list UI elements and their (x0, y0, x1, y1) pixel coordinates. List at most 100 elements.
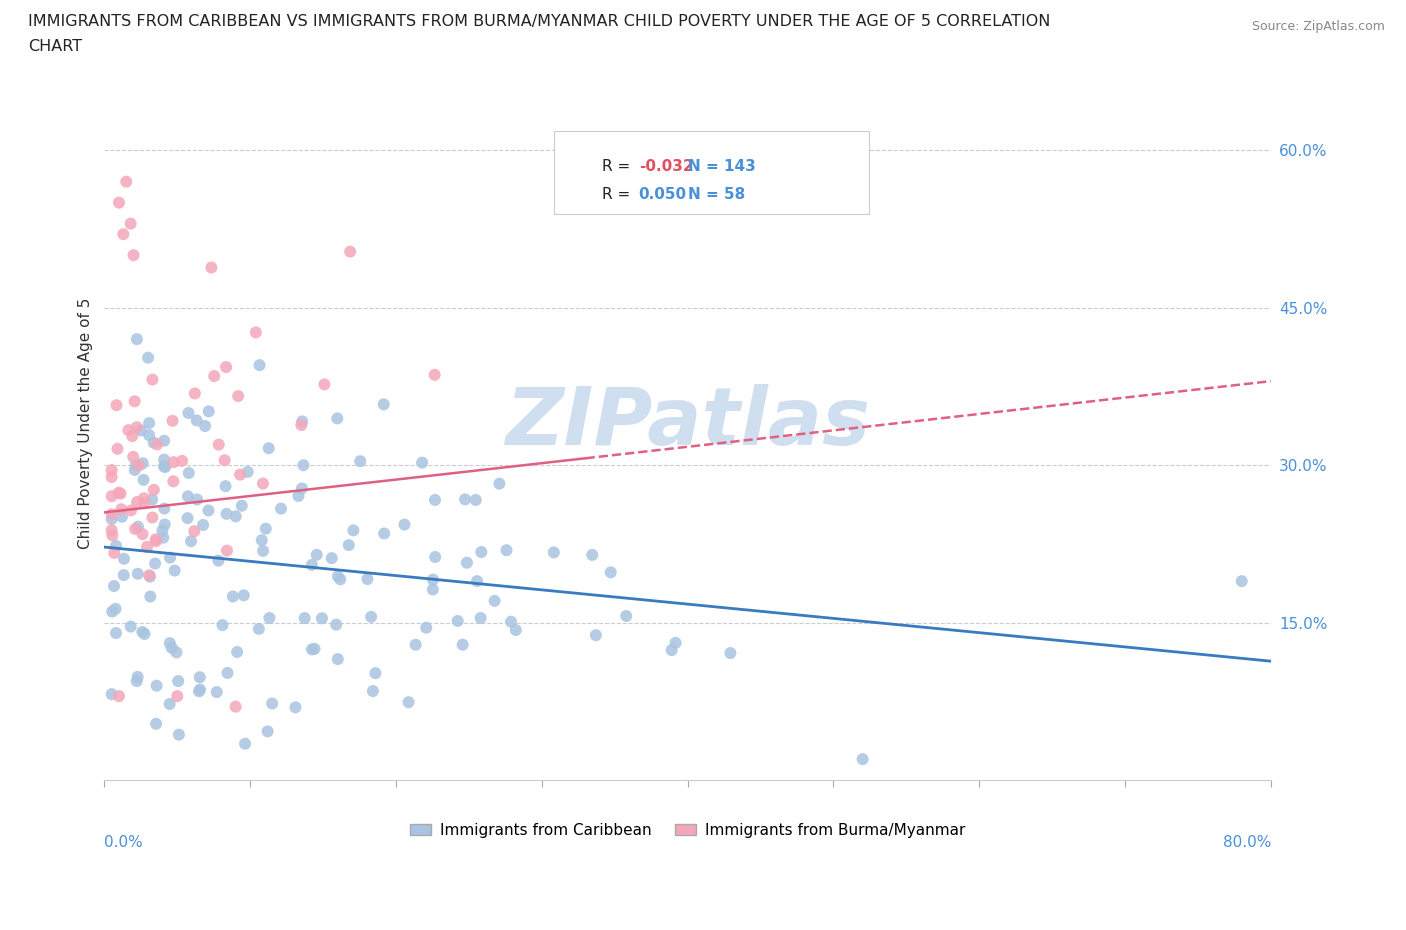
Point (211, 618, 233, 632)
Point (115, 174, 138, 189)
Point (186, 492, 208, 507)
Point (470, 610, 492, 625)
Text: CHART: CHART (28, 39, 82, 54)
Point (373, 526, 395, 541)
Point (101, 528, 124, 543)
Point (321, 551, 343, 565)
Point (141, 510, 163, 525)
Point (124, 458, 146, 472)
Point (150, 523, 173, 538)
Point (581, 548, 603, 563)
Point (325, 618, 347, 632)
Point (464, 493, 486, 508)
Point (484, 593, 506, 608)
Point (465, 574, 488, 589)
Point (139, 589, 162, 604)
Point (142, 435, 165, 450)
Point (287, 488, 309, 503)
Point (121, 429, 143, 444)
Point (104, 626, 127, 641)
Point (326, 411, 349, 426)
Point (101, 604, 124, 619)
Point (226, 389, 249, 404)
Text: 80.0%: 80.0% (1223, 835, 1271, 850)
Point (142, 483, 165, 498)
Point (543, 545, 565, 560)
Point (162, 413, 184, 428)
Point (398, 695, 420, 710)
Point (176, 511, 198, 525)
Point (311, 611, 333, 626)
Point (217, 666, 239, 681)
Point (141, 492, 163, 507)
Point (145, 534, 167, 549)
Point (225, 699, 247, 714)
Point (108, 689, 131, 704)
Point (125, 419, 148, 434)
Point (349, 454, 371, 469)
Text: -0.032: -0.032 (638, 159, 693, 174)
Point (138, 428, 160, 443)
Point (153, 452, 176, 467)
Point (614, 608, 637, 623)
Point (337, 538, 360, 552)
Point (232, 588, 254, 603)
Point (100, 470, 122, 485)
Point (132, 472, 155, 487)
Point (112, 551, 135, 566)
Y-axis label: Child Poverty Under the Age of 5: Child Poverty Under the Age of 5 (79, 298, 93, 549)
Point (470, 545, 492, 560)
Point (127, 670, 149, 684)
Point (304, 642, 326, 657)
Point (110, 486, 132, 501)
Point (153, 433, 176, 448)
Point (415, 620, 437, 635)
Point (270, 501, 292, 516)
Point (143, 556, 166, 571)
Point (159, 551, 181, 565)
Point (294, 611, 316, 626)
Point (191, 517, 214, 532)
Point (132, 491, 155, 506)
Point (162, 474, 184, 489)
Point (207, 553, 229, 568)
Point (107, 442, 129, 457)
Point (495, 543, 517, 558)
Point (136, 351, 159, 365)
Point (153, 458, 176, 473)
Point (215, 543, 238, 558)
Point (145, 678, 167, 693)
Point (585, 628, 607, 643)
Point (423, 493, 446, 508)
Point (718, 645, 741, 660)
Point (138, 568, 160, 583)
Point (411, 455, 433, 470)
Point (163, 563, 186, 578)
Point (215, 507, 238, 522)
Point (214, 479, 236, 494)
Point (120, 216, 142, 231)
Point (188, 670, 211, 684)
Point (136, 539, 159, 554)
Point (422, 582, 444, 597)
Point (131, 526, 153, 541)
Point (125, 673, 148, 688)
Point (364, 666, 387, 681)
Point (290, 418, 312, 432)
Point (122, 449, 145, 464)
Point (112, 227, 135, 242)
Point (342, 523, 364, 538)
Point (202, 368, 225, 383)
Point (499, 614, 522, 629)
Text: ZIPatlas: ZIPatlas (505, 384, 870, 462)
Point (120, 503, 142, 518)
Point (599, 565, 621, 579)
Point (107, 485, 129, 500)
Point (104, 602, 127, 617)
Point (664, 635, 686, 650)
Point (166, 645, 188, 660)
Point (301, 642, 323, 657)
Point (247, 621, 270, 636)
Point (214, 453, 236, 468)
Text: IMMIGRANTS FROM CARIBBEAN VS IMMIGRANTS FROM BURMA/MYANMAR CHILD POVERTY UNDER T: IMMIGRANTS FROM CARIBBEAN VS IMMIGRANTS … (28, 14, 1050, 29)
